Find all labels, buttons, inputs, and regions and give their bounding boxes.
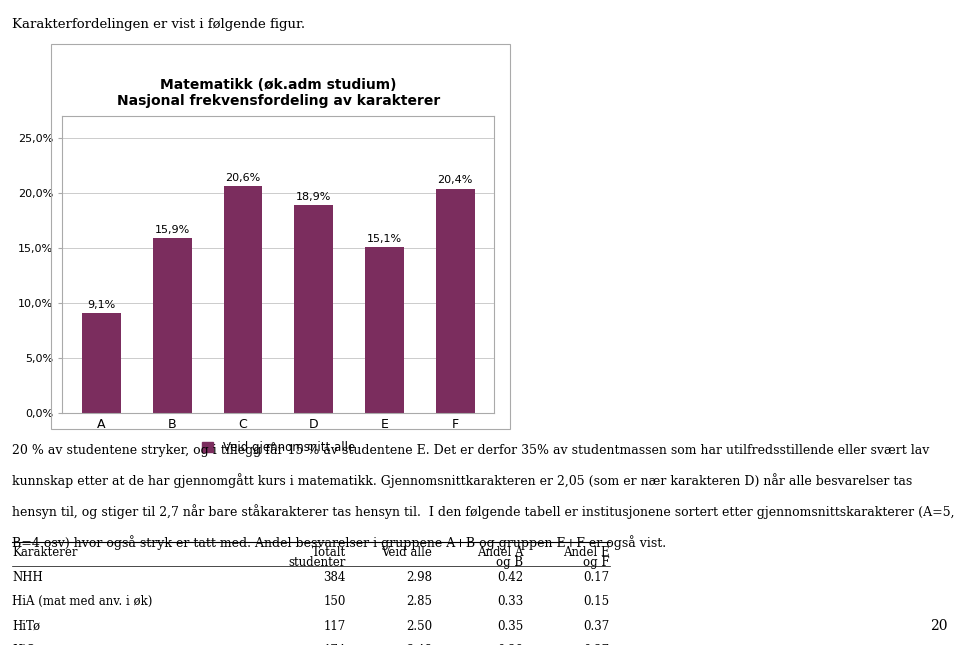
Text: Karakterer: Karakterer — [12, 546, 78, 559]
Text: og B: og B — [496, 556, 523, 569]
Text: 117: 117 — [324, 620, 346, 633]
Text: 2.85: 2.85 — [406, 595, 432, 608]
Text: NHH: NHH — [12, 571, 43, 584]
Text: HiO: HiO — [12, 644, 36, 645]
Text: 0.37: 0.37 — [584, 620, 610, 633]
Text: kunnskap etter at de har gjennomgått kurs i matematikk. Gjennomsnittkarakteren e: kunnskap etter at de har gjennomgått kur… — [12, 473, 913, 488]
Text: Veid alle: Veid alle — [381, 546, 432, 559]
Text: 15,1%: 15,1% — [367, 233, 402, 244]
Text: B=4 osv) hvor også stryk er tatt med. Andel besvarelser i gruppene A+B og gruppe: B=4 osv) hvor også stryk er tatt med. An… — [12, 535, 666, 550]
Text: 2.48: 2.48 — [406, 644, 432, 645]
Text: studenter: studenter — [288, 556, 346, 569]
Text: HiTø: HiTø — [12, 620, 40, 633]
Text: 9,1%: 9,1% — [87, 299, 115, 310]
Bar — [295, 205, 333, 413]
Text: Karakterfordelingen er vist i følgende figur.: Karakterfordelingen er vist i følgende f… — [12, 18, 305, 31]
Legend: Veid gjennomsnitt alle: Veid gjennomsnitt alle — [197, 437, 360, 459]
Text: 0.27: 0.27 — [584, 644, 610, 645]
Text: 0.17: 0.17 — [584, 571, 610, 584]
Bar — [82, 313, 121, 413]
Bar — [365, 247, 404, 413]
Text: 18,9%: 18,9% — [296, 192, 331, 202]
Text: 0.33: 0.33 — [497, 595, 523, 608]
Bar — [436, 188, 475, 413]
Text: 0.15: 0.15 — [584, 595, 610, 608]
Text: 20: 20 — [930, 619, 948, 633]
Text: 0.35: 0.35 — [497, 620, 523, 633]
Title: Matematikk (øk.adm studium)
Nasjonal frekvensfordeling av karakterer: Matematikk (øk.adm studium) Nasjonal fre… — [117, 78, 440, 108]
Text: 174: 174 — [324, 644, 346, 645]
Text: Andel A: Andel A — [477, 546, 523, 559]
Bar — [224, 186, 262, 413]
Text: 20 % av studentene stryker, og i tillegg får 15 % av studentene E. Det er derfor: 20 % av studentene stryker, og i tillegg… — [12, 442, 930, 457]
Text: 384: 384 — [324, 571, 346, 584]
Bar — [153, 238, 192, 413]
Text: 150: 150 — [324, 595, 346, 608]
Text: 0.29: 0.29 — [497, 644, 523, 645]
Text: 0.42: 0.42 — [497, 571, 523, 584]
Text: hensyn til, og stiger til 2,7 når bare ståkarakterer tas hensyn til.  I den følg: hensyn til, og stiger til 2,7 når bare s… — [12, 504, 955, 519]
Text: HiA (mat med anv. i øk): HiA (mat med anv. i øk) — [12, 595, 153, 608]
Text: og F: og F — [583, 556, 610, 569]
Text: Andel E: Andel E — [563, 546, 610, 559]
Text: Totalt: Totalt — [311, 546, 346, 559]
Text: 20,4%: 20,4% — [438, 175, 473, 185]
Text: 15,9%: 15,9% — [155, 224, 190, 235]
Text: 2.50: 2.50 — [406, 620, 432, 633]
Text: 2.98: 2.98 — [406, 571, 432, 584]
Text: 20,6%: 20,6% — [226, 173, 261, 183]
